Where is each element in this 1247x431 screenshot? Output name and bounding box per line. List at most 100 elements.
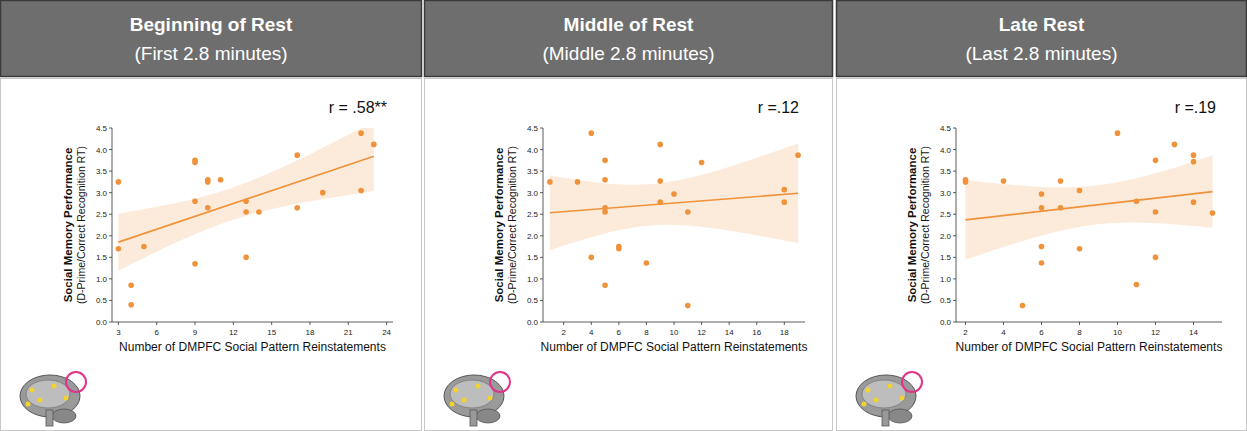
point <box>1058 205 1064 211</box>
activation-spot <box>26 402 31 407</box>
point <box>657 199 663 205</box>
activation-spot <box>888 384 893 389</box>
y-tick <box>540 192 543 193</box>
x-tick-label: 18 <box>306 328 315 337</box>
point <box>320 190 326 196</box>
plot-area <box>116 128 377 308</box>
x-tick <box>118 322 119 325</box>
y-axis <box>543 128 544 322</box>
y-tick <box>109 278 112 279</box>
y-tick-label: 3.0 <box>940 189 952 198</box>
point <box>205 205 211 211</box>
panel-subtitle: (Middle 2.8 minutes) <box>542 43 714 64</box>
x-tick-label: 24 <box>382 328 391 337</box>
point <box>1153 158 1159 164</box>
point <box>685 209 691 215</box>
y-tick <box>953 128 956 129</box>
y-tick <box>540 257 543 258</box>
y-tick <box>109 257 112 258</box>
y-tick <box>540 171 543 172</box>
y-tick <box>540 300 543 301</box>
point <box>1039 205 1045 211</box>
panel: Middle of Rest(Middle 2.8 minutes)0.00.5… <box>425 1 833 431</box>
x-tick-label: 3 <box>116 328 121 337</box>
confidence-band <box>550 143 798 250</box>
y-tick-label: 4.0 <box>940 146 952 155</box>
x-tick <box>1155 322 1156 325</box>
activation-spot <box>462 398 467 403</box>
point <box>1039 191 1045 197</box>
brainstem <box>46 410 53 426</box>
y-tick-label: 1.5 <box>527 253 539 262</box>
y-tick-label: 3.0 <box>96 189 108 198</box>
panel-frame <box>425 79 833 431</box>
y-tick-label: 3.5 <box>96 167 108 176</box>
y-tick-label: 0.5 <box>96 296 108 305</box>
point <box>116 246 122 252</box>
panel-subtitle: (Last 2.8 minutes) <box>965 43 1117 64</box>
y-axis-title: (D-Prime/Correct Recognition RT) <box>919 146 931 304</box>
y-tick <box>540 149 543 150</box>
point <box>782 199 788 205</box>
x-tick-label: 18 <box>780 328 789 337</box>
point <box>116 179 122 185</box>
panel-title: Late Rest <box>999 14 1085 35</box>
x-tick-label: 12 <box>1151 328 1160 337</box>
y-tick <box>109 235 112 236</box>
annotation: r =.12 <box>758 99 799 116</box>
panel-title: Middle of Rest <box>564 14 695 35</box>
y-axis-title: (D-Prime/Correct Recognition RT) <box>506 146 518 304</box>
y-axis <box>112 128 113 322</box>
point <box>685 303 691 309</box>
point <box>294 205 300 211</box>
point <box>294 152 300 158</box>
point <box>192 261 198 267</box>
x-tick <box>348 322 349 325</box>
activation-spot <box>476 384 481 389</box>
point <box>699 160 705 166</box>
fit-line <box>118 156 373 242</box>
x-tick-label: 6 <box>154 328 159 337</box>
brain-icon <box>444 372 510 426</box>
panel: Beginning of Rest(First 2.8 minutes)0.00… <box>1 1 422 431</box>
x-tick-label: 14 <box>725 328 734 337</box>
x-tick <box>1193 322 1194 325</box>
point <box>602 283 608 289</box>
x-tick <box>156 322 157 325</box>
x-axis-title: Number of DMPFC Social Pattern Reinstate… <box>541 340 808 354</box>
x-tick <box>965 322 966 325</box>
y-axis-title: (D-Prime/Correct Recognition RT) <box>75 146 87 304</box>
roi-circle <box>902 372 922 392</box>
point <box>588 130 594 136</box>
y-tick <box>540 128 543 129</box>
point <box>657 178 663 184</box>
point <box>256 209 262 215</box>
roi-circle <box>490 372 510 392</box>
point <box>1115 130 1121 136</box>
point <box>671 191 677 197</box>
activation-spot <box>64 396 69 401</box>
brain-icon <box>20 372 86 426</box>
activation-spot <box>488 396 493 401</box>
point <box>602 209 608 215</box>
point <box>1077 246 1083 252</box>
y-axis <box>956 128 957 322</box>
y-tick <box>540 214 543 215</box>
activation-spot <box>866 388 871 393</box>
y-tick <box>953 214 956 215</box>
panel-frame <box>1 79 422 431</box>
y-tick-label: 2.5 <box>527 210 539 219</box>
point <box>963 179 969 185</box>
point <box>358 130 364 136</box>
y-tick-label: 3.5 <box>527 167 539 176</box>
y-tick-label: 1.0 <box>96 275 108 284</box>
point <box>128 283 134 289</box>
x-tick <box>233 322 234 325</box>
point <box>782 187 788 193</box>
x-tick <box>729 322 730 325</box>
x-tick <box>1117 322 1118 325</box>
point <box>1210 210 1216 216</box>
x-tick-label: 8 <box>1077 328 1082 337</box>
panel: Late Rest(Last 2.8 minutes)0.00.51.01.52… <box>837 1 1247 431</box>
point <box>141 244 147 250</box>
